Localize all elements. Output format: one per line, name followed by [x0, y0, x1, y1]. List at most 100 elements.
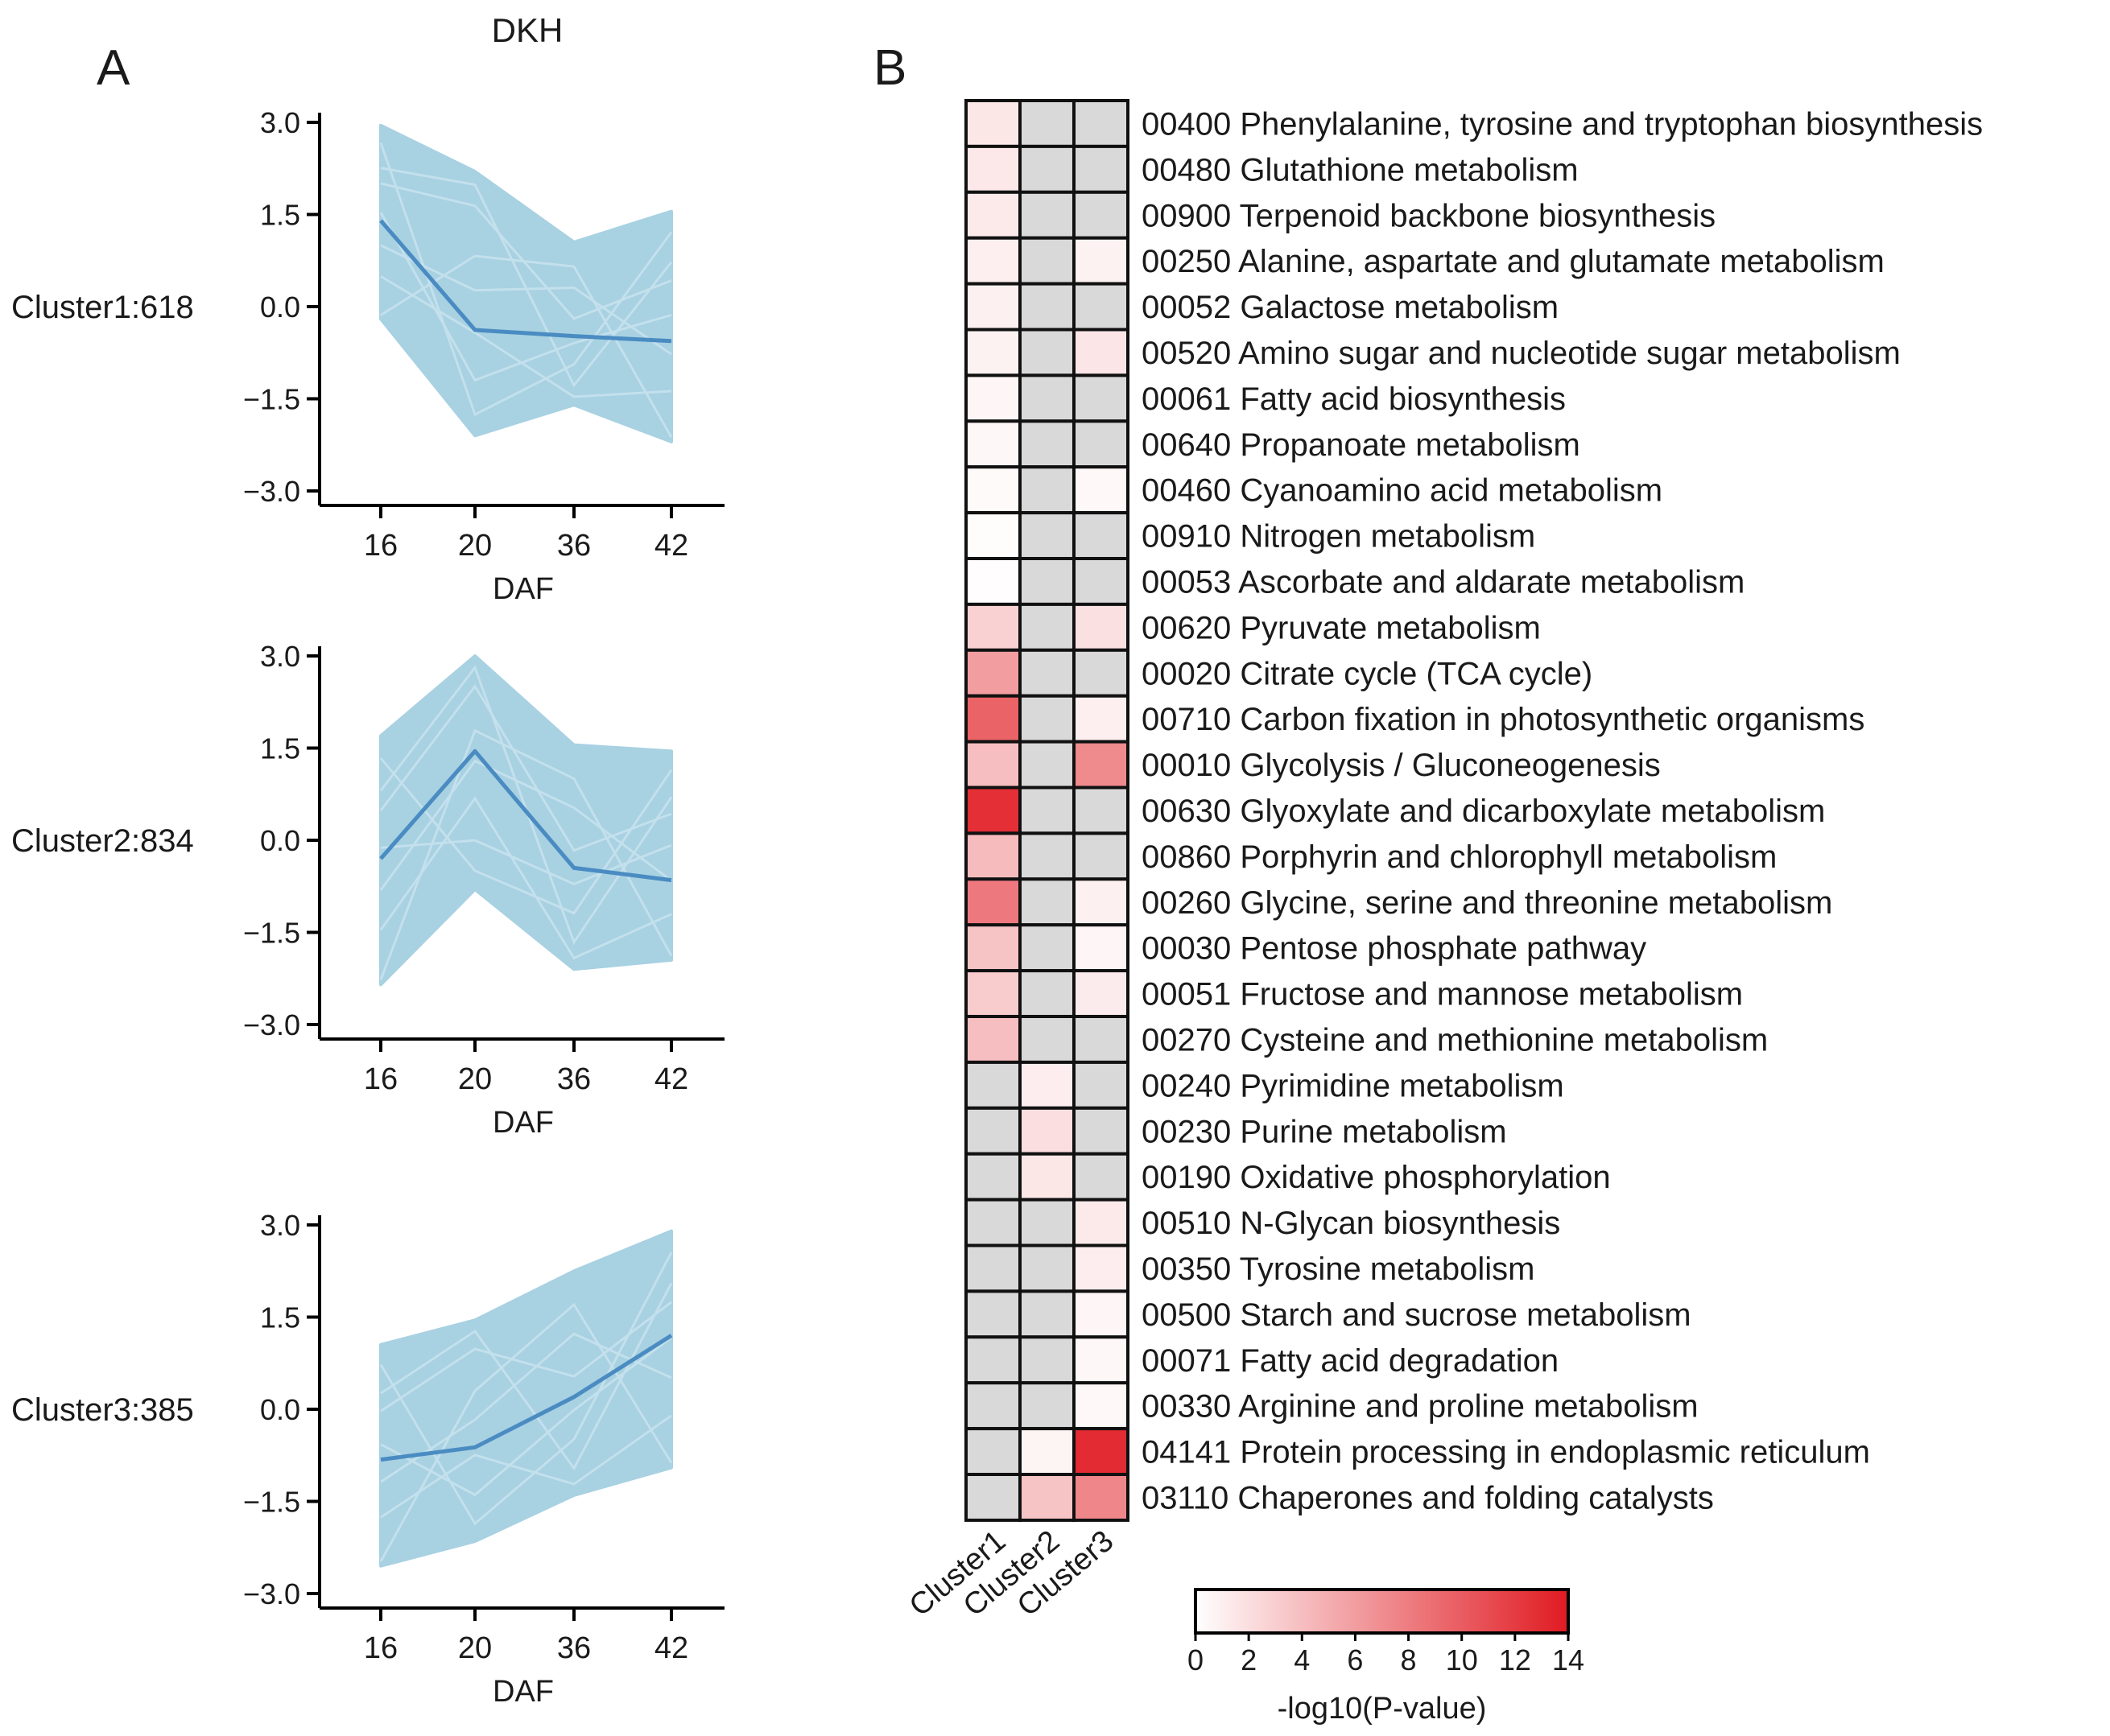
pathway-label: 00053 Ascorbate and aldarate metabolism — [1142, 564, 1745, 600]
heatmap-cell — [964, 1198, 1022, 1247]
x-tick-label: 16 — [364, 1631, 398, 1665]
heatmap-cell — [964, 1243, 1022, 1293]
heatmap-cell — [1072, 1106, 1129, 1156]
pathway-label: 00270 Cysteine and methionine metabolism — [1142, 1022, 1768, 1058]
y-tick-label: −3.0 — [243, 1577, 300, 1610]
profile-line — [379, 684, 672, 852]
heatmap-cell — [1072, 190, 1129, 240]
pathway-label: 00052 Galactose metabolism — [1142, 290, 1559, 325]
colorbar-tick-label: 12 — [1499, 1643, 1531, 1676]
pathway-label: 00051 Fructose and mannose metabolism — [1142, 977, 1743, 1012]
colorbar — [1194, 1588, 1570, 1635]
pathway-label: 00260 Glycine, serine and threonine meta… — [1142, 885, 1832, 921]
heatmap-cell — [1072, 1198, 1129, 1247]
pathway-label: 00010 Glycolysis / Gluconeogenesis — [1142, 748, 1661, 783]
heatmap-cell — [1072, 877, 1129, 927]
heatmap-cell — [964, 511, 1022, 560]
heatmap-cell — [964, 419, 1022, 469]
colorbar-tick-label: 4 — [1294, 1643, 1310, 1676]
pathway-label: 00640 Propanoate metabolism — [1142, 427, 1580, 463]
heatmap-cell — [1072, 1335, 1129, 1385]
heatmap-cell — [1018, 1335, 1076, 1385]
profile-line — [379, 1251, 673, 1526]
pathway-label: 00860 Porphyrin and chlorophyll metaboli… — [1142, 839, 1777, 875]
heatmap-cell — [1072, 694, 1129, 744]
profile-line — [379, 1302, 673, 1562]
y-tick-label: 3.0 — [260, 640, 300, 673]
heatmap-cell — [1018, 923, 1076, 973]
x-tick-label: 36 — [557, 529, 591, 563]
figure-title: DKH — [492, 11, 564, 49]
y-tick-label: 0.0 — [260, 1393, 300, 1426]
pathway-label: 00460 Cyanoamino acid metabolism — [1142, 473, 1662, 509]
heatmap-cell — [1018, 969, 1076, 1018]
pathway-label: 00061 Fatty acid biosynthesis — [1142, 381, 1566, 417]
profile-line — [379, 665, 673, 946]
heatmap-cell — [964, 786, 1022, 835]
pathway-label: 00900 Terpenoid backbone biosynthesis — [1142, 198, 1716, 233]
y-tick-label: −3.0 — [243, 475, 300, 508]
heatmap-cell — [1018, 740, 1076, 790]
heatmap-cell — [1018, 1381, 1076, 1431]
y-tick-label: −3.0 — [243, 1008, 300, 1041]
line-panels: 3.0 1.5 0.0 −1.5 −3.0 16 20 36 42 DAF Cluster1:618… — [11, 106, 725, 1709]
heatmap-cell — [1018, 1015, 1076, 1064]
heatmap-cell — [1072, 786, 1129, 835]
heatmap-cell — [1018, 465, 1076, 515]
mean-profile-line — [379, 748, 672, 883]
pathway-label: 00190 Oxidative phosphorylation — [1142, 1160, 1611, 1195]
pathway-label: 00330 Arginine and proline metabolism — [1142, 1389, 1699, 1425]
heatmap-cell — [1072, 99, 1129, 148]
pathway-label: 00710 Carbon fixation in photosynthetic … — [1142, 702, 1864, 737]
y-tick-label: −1.5 — [243, 1486, 300, 1519]
cluster-panel-3: 3.0 1.5 0.0 −1.5 −3.0 16 20 36 42 DAF Cluster3:385 — [11, 1209, 725, 1709]
panel-b-label: B — [873, 40, 906, 96]
pathway-label: 00480 Glutathione metabolism — [1142, 152, 1579, 188]
heatmap-cell — [1018, 99, 1076, 148]
pathway-label: 00230 Purine metabolism — [1142, 1114, 1507, 1149]
heatmap-cell — [1072, 419, 1129, 469]
cluster-panel-2: 3.0 1.5 0.0 −1.5 −3.0 16 20 36 42 DAF Cluster2:834 — [11, 640, 725, 1140]
pathway-label: 03110 Chaperones and folding catalysts — [1142, 1480, 1714, 1515]
profile-line — [380, 839, 672, 886]
y-tick-label: 1.5 — [260, 199, 300, 232]
profile-envelope — [379, 1229, 673, 1568]
profile-line — [379, 728, 673, 980]
pathway-label: 04141 Protein processing in endoplasmic … — [1142, 1435, 1870, 1470]
heatmap-cell — [1018, 144, 1076, 194]
mean-profile-line — [380, 1334, 673, 1462]
cluster-label: Cluster3:385 — [11, 1392, 194, 1428]
heatmap-cell — [1072, 831, 1129, 881]
heatmap-cell — [1072, 282, 1129, 332]
profile-line — [380, 167, 673, 388]
heatmap-cell — [1072, 648, 1129, 698]
heatmap-cell — [964, 1106, 1022, 1156]
heatmap-cell — [964, 1289, 1022, 1339]
heatmap-cell — [1072, 236, 1129, 286]
y-tick-label: 1.5 — [260, 1301, 300, 1334]
x-tick-label: 42 — [654, 1631, 688, 1665]
profile-envelope — [379, 654, 673, 987]
heatmap-cell — [1018, 1289, 1076, 1339]
heatmap-cell — [964, 328, 1022, 377]
heatmap-cell — [1072, 602, 1129, 652]
pathway-label: 00620 Pyruvate metabolism — [1142, 610, 1541, 645]
colorbar-tick-label: 14 — [1552, 1643, 1584, 1676]
heatmap-cell — [1018, 419, 1076, 469]
heatmap-cell — [1072, 1015, 1129, 1064]
heatmap-cell — [964, 1015, 1022, 1064]
heatmap-cell — [964, 190, 1022, 240]
x-tick-label: 20 — [458, 1631, 492, 1665]
heatmap-cell — [1072, 969, 1129, 1018]
heatmap-cell — [964, 373, 1022, 423]
heatmap-cell — [1018, 1198, 1076, 1247]
heatmap-panel: 00400 Phenylalanine, tyrosine and trypto… — [903, 99, 1983, 1726]
heatmap-cell — [1018, 877, 1076, 927]
heatmap-cell — [1072, 923, 1129, 973]
pathway-label: 00240 Pyrimidine metabolism — [1142, 1068, 1564, 1103]
x-tick-label: 16 — [364, 529, 398, 563]
heatmap-cell — [964, 877, 1022, 927]
x-tick-label: 36 — [557, 1062, 591, 1096]
heatmap-cell — [1018, 831, 1076, 881]
mean-profile-line — [379, 219, 672, 344]
